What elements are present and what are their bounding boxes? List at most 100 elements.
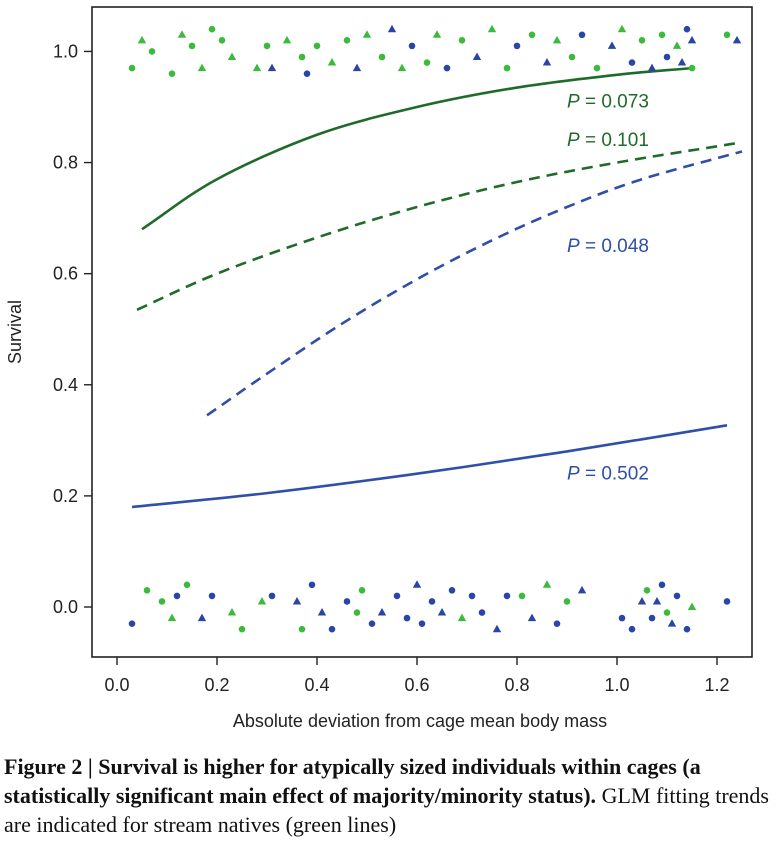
data-point-circle (308, 581, 316, 589)
data-point-circle (578, 31, 586, 39)
fit-curve-1 (141, 66, 693, 231)
data-point-circle (208, 25, 216, 33)
data-point-triangle (527, 613, 537, 622)
data-point-circle (528, 31, 536, 39)
data-point-circle (208, 592, 216, 600)
data-point-circle (478, 609, 486, 616)
data-point-triangle (267, 63, 277, 72)
data-point-circle (628, 59, 636, 66)
data-point-circle (408, 42, 416, 50)
x-tick-label: 0.4 (304, 675, 329, 695)
data-point-triangle (227, 52, 237, 60)
data-point-triangle (377, 608, 387, 616)
figure-label: Figure 2 | (4, 754, 99, 779)
data-point-circle (343, 598, 351, 605)
chart-area: 0.0 0.2 0.4 0.6 0.8 1.0 1.2 0.0 0.2 0.4 0.6 0.8 1.0 … (5, 6, 753, 731)
data-point-circle (593, 64, 601, 72)
data-point-circle (298, 53, 306, 61)
data-point-circle (518, 592, 526, 600)
data-point-circle (188, 42, 196, 50)
data-point-triangle (387, 24, 397, 33)
caption-title: Survival is higher for atypically sized … (4, 754, 701, 808)
data-point-circle (673, 592, 681, 600)
data-points (128, 24, 742, 633)
data-point-circle (648, 614, 656, 622)
data-point-circle (563, 598, 571, 605)
p-value-label: P = 0.048 (567, 236, 649, 257)
data-point-circle (688, 64, 696, 72)
data-point-circle (458, 37, 466, 44)
data-point-circle (663, 53, 671, 61)
data-point-triangle (487, 24, 497, 33)
fit-curve-4 (131, 424, 728, 509)
data-point-triangle (652, 596, 662, 605)
y-tick-label: 0.4 (53, 375, 78, 395)
fit-curve-3 (206, 150, 743, 417)
data-point-circle (168, 70, 176, 77)
x-tick-label: 1.2 (704, 675, 729, 695)
data-point-triangle (227, 608, 237, 616)
data-point-circle (238, 625, 246, 633)
data-point-triangle (197, 63, 207, 72)
data-point-circle (158, 598, 166, 605)
data-point-circle (503, 592, 511, 600)
fit-curves (131, 66, 743, 509)
data-point-circle (468, 592, 476, 600)
data-point-triangle (252, 63, 262, 72)
data-point-circle (268, 592, 276, 600)
data-point-circle (353, 609, 361, 616)
x-tick-label: 0.0 (104, 675, 129, 695)
data-point-circle (638, 37, 646, 44)
data-point-circle (378, 53, 386, 61)
data-point-triangle (577, 585, 587, 594)
data-point-circle (143, 587, 151, 594)
p-value-label: P = 0.073 (567, 91, 649, 112)
p-value-label: P = 0.101 (567, 130, 649, 151)
data-point-circle (313, 42, 321, 50)
data-point-triangle (687, 35, 697, 44)
data-point-circle (418, 620, 426, 627)
data-point-triangle (687, 602, 697, 610)
data-point-triangle (647, 63, 657, 72)
data-point-triangle (677, 58, 687, 66)
data-point-triangle (637, 596, 647, 605)
data-point-circle (148, 48, 156, 55)
data-point-circle (358, 587, 366, 594)
data-point-circle (658, 581, 666, 589)
data-point-circle (513, 42, 521, 50)
data-point-triangle (432, 30, 442, 38)
data-point-circle (183, 581, 191, 589)
data-point-triangle (167, 613, 177, 622)
p-value-label: P = 0.502 (567, 464, 649, 485)
y-tick-label: 0.2 (53, 486, 78, 506)
x-tick-label: 1.0 (604, 675, 629, 695)
data-point-circle (173, 592, 181, 600)
data-point-triangle (672, 41, 682, 49)
data-point-triangle (292, 596, 302, 605)
data-point-triangle (257, 596, 267, 605)
data-point-circle (723, 31, 731, 39)
data-point-circle (343, 37, 351, 44)
data-point-circle (723, 598, 731, 605)
data-point-circle (423, 59, 431, 66)
data-point-circle (218, 37, 226, 44)
data-point-circle (403, 614, 411, 622)
data-point-circle (683, 25, 691, 33)
data-point-triangle (282, 35, 292, 44)
data-point-circle (368, 620, 376, 627)
data-point-triangle (472, 52, 482, 60)
data-point-circle (443, 64, 451, 72)
plot-frame (91, 6, 753, 658)
x-tick-label: 0.2 (204, 675, 229, 695)
data-point-triangle (362, 30, 372, 38)
data-point-circle (663, 609, 671, 616)
data-point-circle (128, 620, 136, 627)
data-point-circle (448, 587, 456, 594)
data-point-circle (658, 31, 666, 39)
y-axis-label: Survival (5, 300, 25, 364)
data-point-circle (618, 614, 626, 622)
data-point-triangle (667, 619, 677, 627)
data-point-circle (328, 625, 336, 633)
data-point-triangle (177, 30, 187, 38)
data-point-triangle (552, 35, 562, 44)
